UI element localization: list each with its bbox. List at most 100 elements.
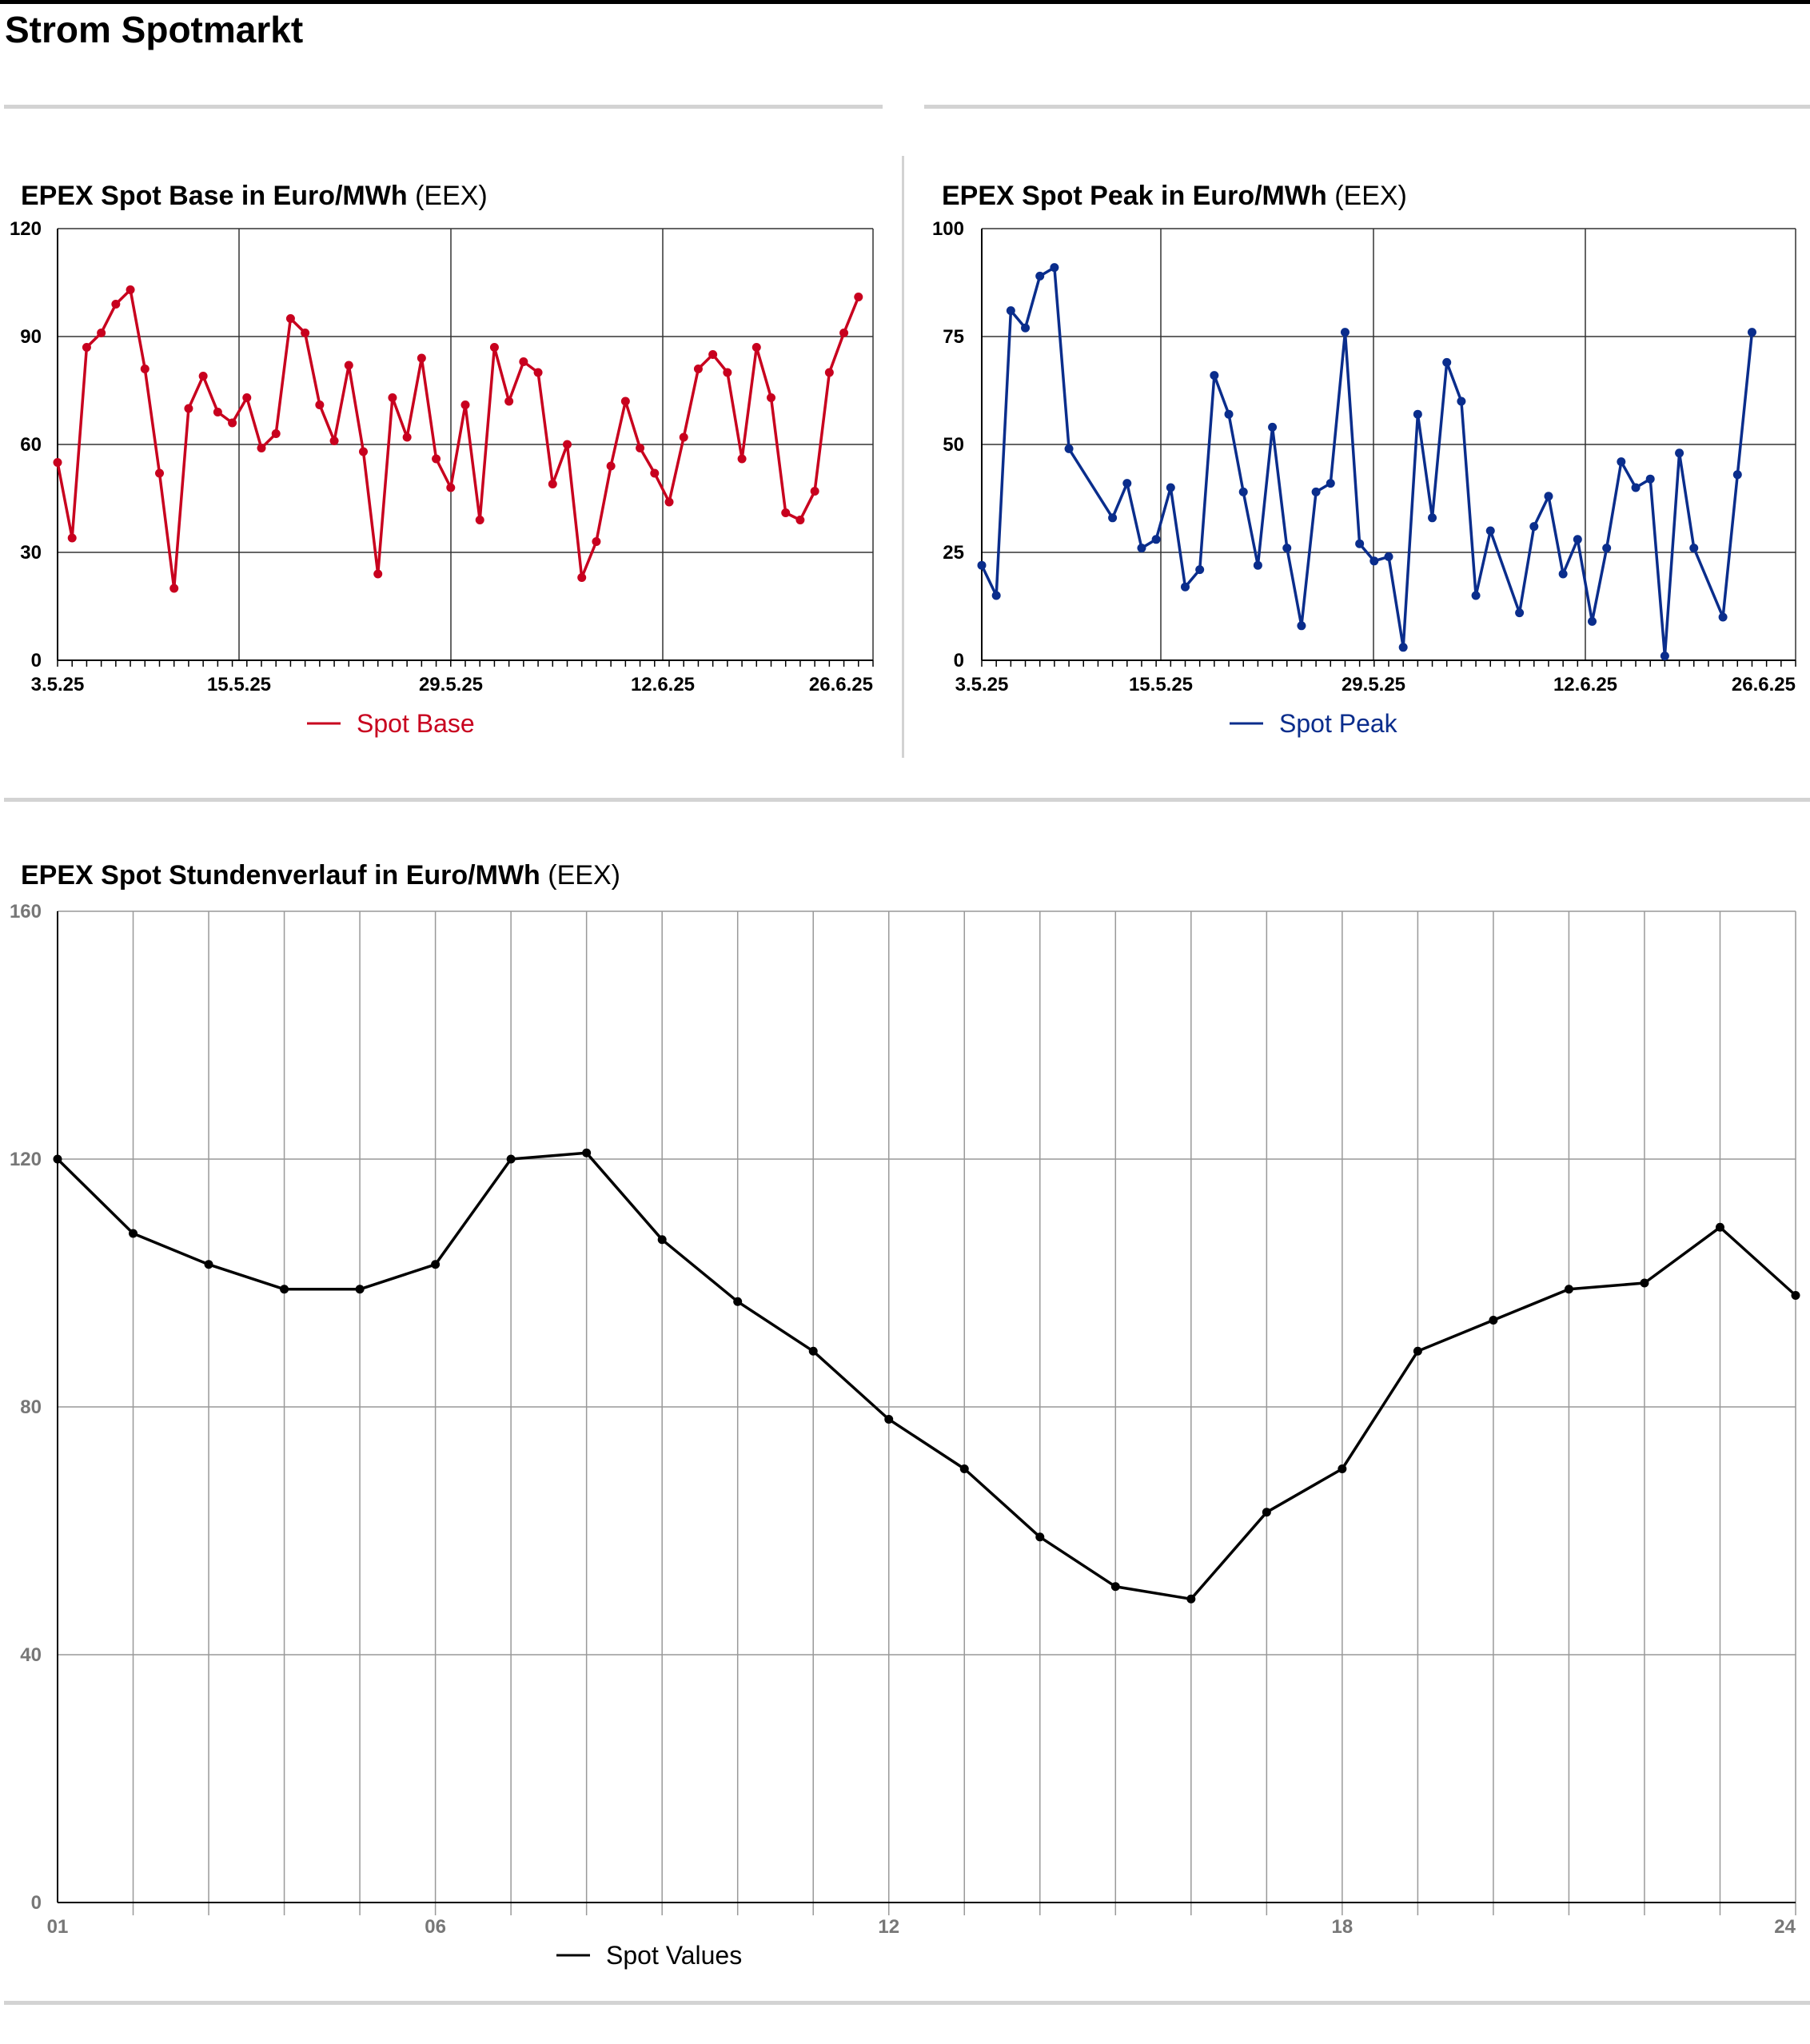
top-bar [0,0,1810,4]
hourly-chart-title-text: EPEX Spot Stundenverlauf in Euro/MWh [21,860,540,891]
base-data-point [606,461,616,471]
hourly-data-point [431,1260,441,1269]
hourly-chart-source: (EEX) [548,860,620,891]
hourly-data-point [355,1285,365,1294]
peak-data-point [1021,323,1031,333]
peak-data-point [1181,582,1190,592]
base-data-point [767,393,775,402]
base-data-point [97,329,106,337]
base-data-point [417,353,426,363]
base-data-point [344,361,353,370]
section-divider [4,798,1810,802]
base-data-point [373,569,383,579]
base-data-point [271,429,281,438]
peak-data-point [1326,479,1335,488]
base-y-tick-label: 60 [20,434,42,456]
hourly-data-point [959,1464,969,1473]
peak-data-point [1457,396,1466,406]
peak-data-point [1224,409,1234,419]
base-data-point [213,408,222,416]
peak-x-tick-label: 26.6.25 [1732,674,1796,695]
base-data-point [548,480,557,488]
base-data-point [839,329,849,337]
base-x-tick-label: 15.5.25 [207,674,271,695]
peak-data-point [1617,457,1626,467]
peak-x-tick-label: 15.5.25 [1129,674,1193,695]
hourly-data-point [1035,1532,1045,1542]
base-data-point [563,440,572,449]
base-data-point [577,573,587,582]
peak-data-point [1268,422,1278,432]
peak-data-point [1137,544,1146,553]
base-data-point [533,368,543,377]
peak-chart-title-text: EPEX Spot Peak in Euro/MWh [942,181,1327,211]
peak-data-point [1442,357,1452,367]
peak-y-tick-label: 25 [943,542,964,564]
base-data-point [257,444,266,452]
base-data-point [432,454,441,464]
peak-chart-title: EPEX Spot Peak in Euro/MWh (EEX) [942,181,1407,212]
base-data-point [810,487,819,496]
base-series-line [56,288,860,590]
peak-data-point [1210,371,1219,381]
peak-data-point [1297,621,1306,631]
base-data-point [592,537,601,546]
peak-data-point [1398,643,1408,652]
base-data-point [795,516,805,524]
section-divider [924,105,1810,109]
base-data-point [155,468,164,478]
hourly-x-tick-label: 01 [47,1916,69,1938]
base-data-point [53,458,62,467]
peak-data-point [1340,328,1350,337]
section-divider [4,2001,1810,2005]
base-data-point [111,300,121,309]
hourly-x-tick-label: 12 [878,1916,899,1938]
hourly-data-point [1413,1346,1422,1356]
peak-data-point [1645,474,1655,484]
peak-data-point [1558,569,1568,579]
base-data-point [329,436,339,445]
peak-chart-source: (EEX) [1334,181,1407,211]
base-data-point [693,365,703,373]
peak-data-point [1732,470,1742,480]
peak-data-point [1035,271,1045,281]
hourly-data-point [808,1346,818,1356]
base-data-point [636,444,645,452]
base-data-point [126,285,135,294]
peak-data-point [1675,448,1684,458]
base-y-tick-label: 90 [20,326,42,348]
base-data-point [315,400,325,409]
peak-y-tick-label: 75 [943,326,964,348]
base-data-point [285,314,295,323]
base-data-point [402,432,412,442]
peak-data-point [1384,552,1393,561]
hourly-data-point [1262,1508,1271,1517]
peak-data-point [1529,522,1539,532]
section-divider [4,105,883,109]
hourly-legend-label: Spot Values [606,1941,742,1970]
base-data-point [737,454,747,464]
base-data-point [82,343,91,352]
hourly-data-point [280,1285,289,1294]
base-data-point [854,293,863,301]
peak-data-point [1064,444,1074,453]
base-data-point [519,357,528,366]
peak-data-point [1573,535,1582,544]
peak-data-point [1428,513,1437,523]
hourly-data-point [884,1415,894,1424]
base-data-point [388,393,397,402]
base-data-point [475,516,484,524]
base-data-point [824,368,834,377]
peak-data-point [977,560,987,570]
base-chart: 0 30 60 90 120 3.5.25 15.5.25 29.5.25 12.6.25 26.… [10,218,874,738]
hourly-chart: 0 40 80 120 160 01 06 12 18 24 Spot Values [10,901,1800,1970]
hourly-data-point [657,1235,667,1245]
hourly-y-tick-label: 80 [20,1397,42,1418]
peak-data-point [1471,591,1481,600]
base-data-point [446,483,456,492]
base-y-tick-label: 30 [20,542,42,564]
hourly-y-tick-label: 0 [31,1892,42,1914]
peak-data-point [1588,616,1597,626]
hourly-data-point [1640,1278,1649,1288]
peak-x-tick-label: 12.6.25 [1553,674,1617,695]
